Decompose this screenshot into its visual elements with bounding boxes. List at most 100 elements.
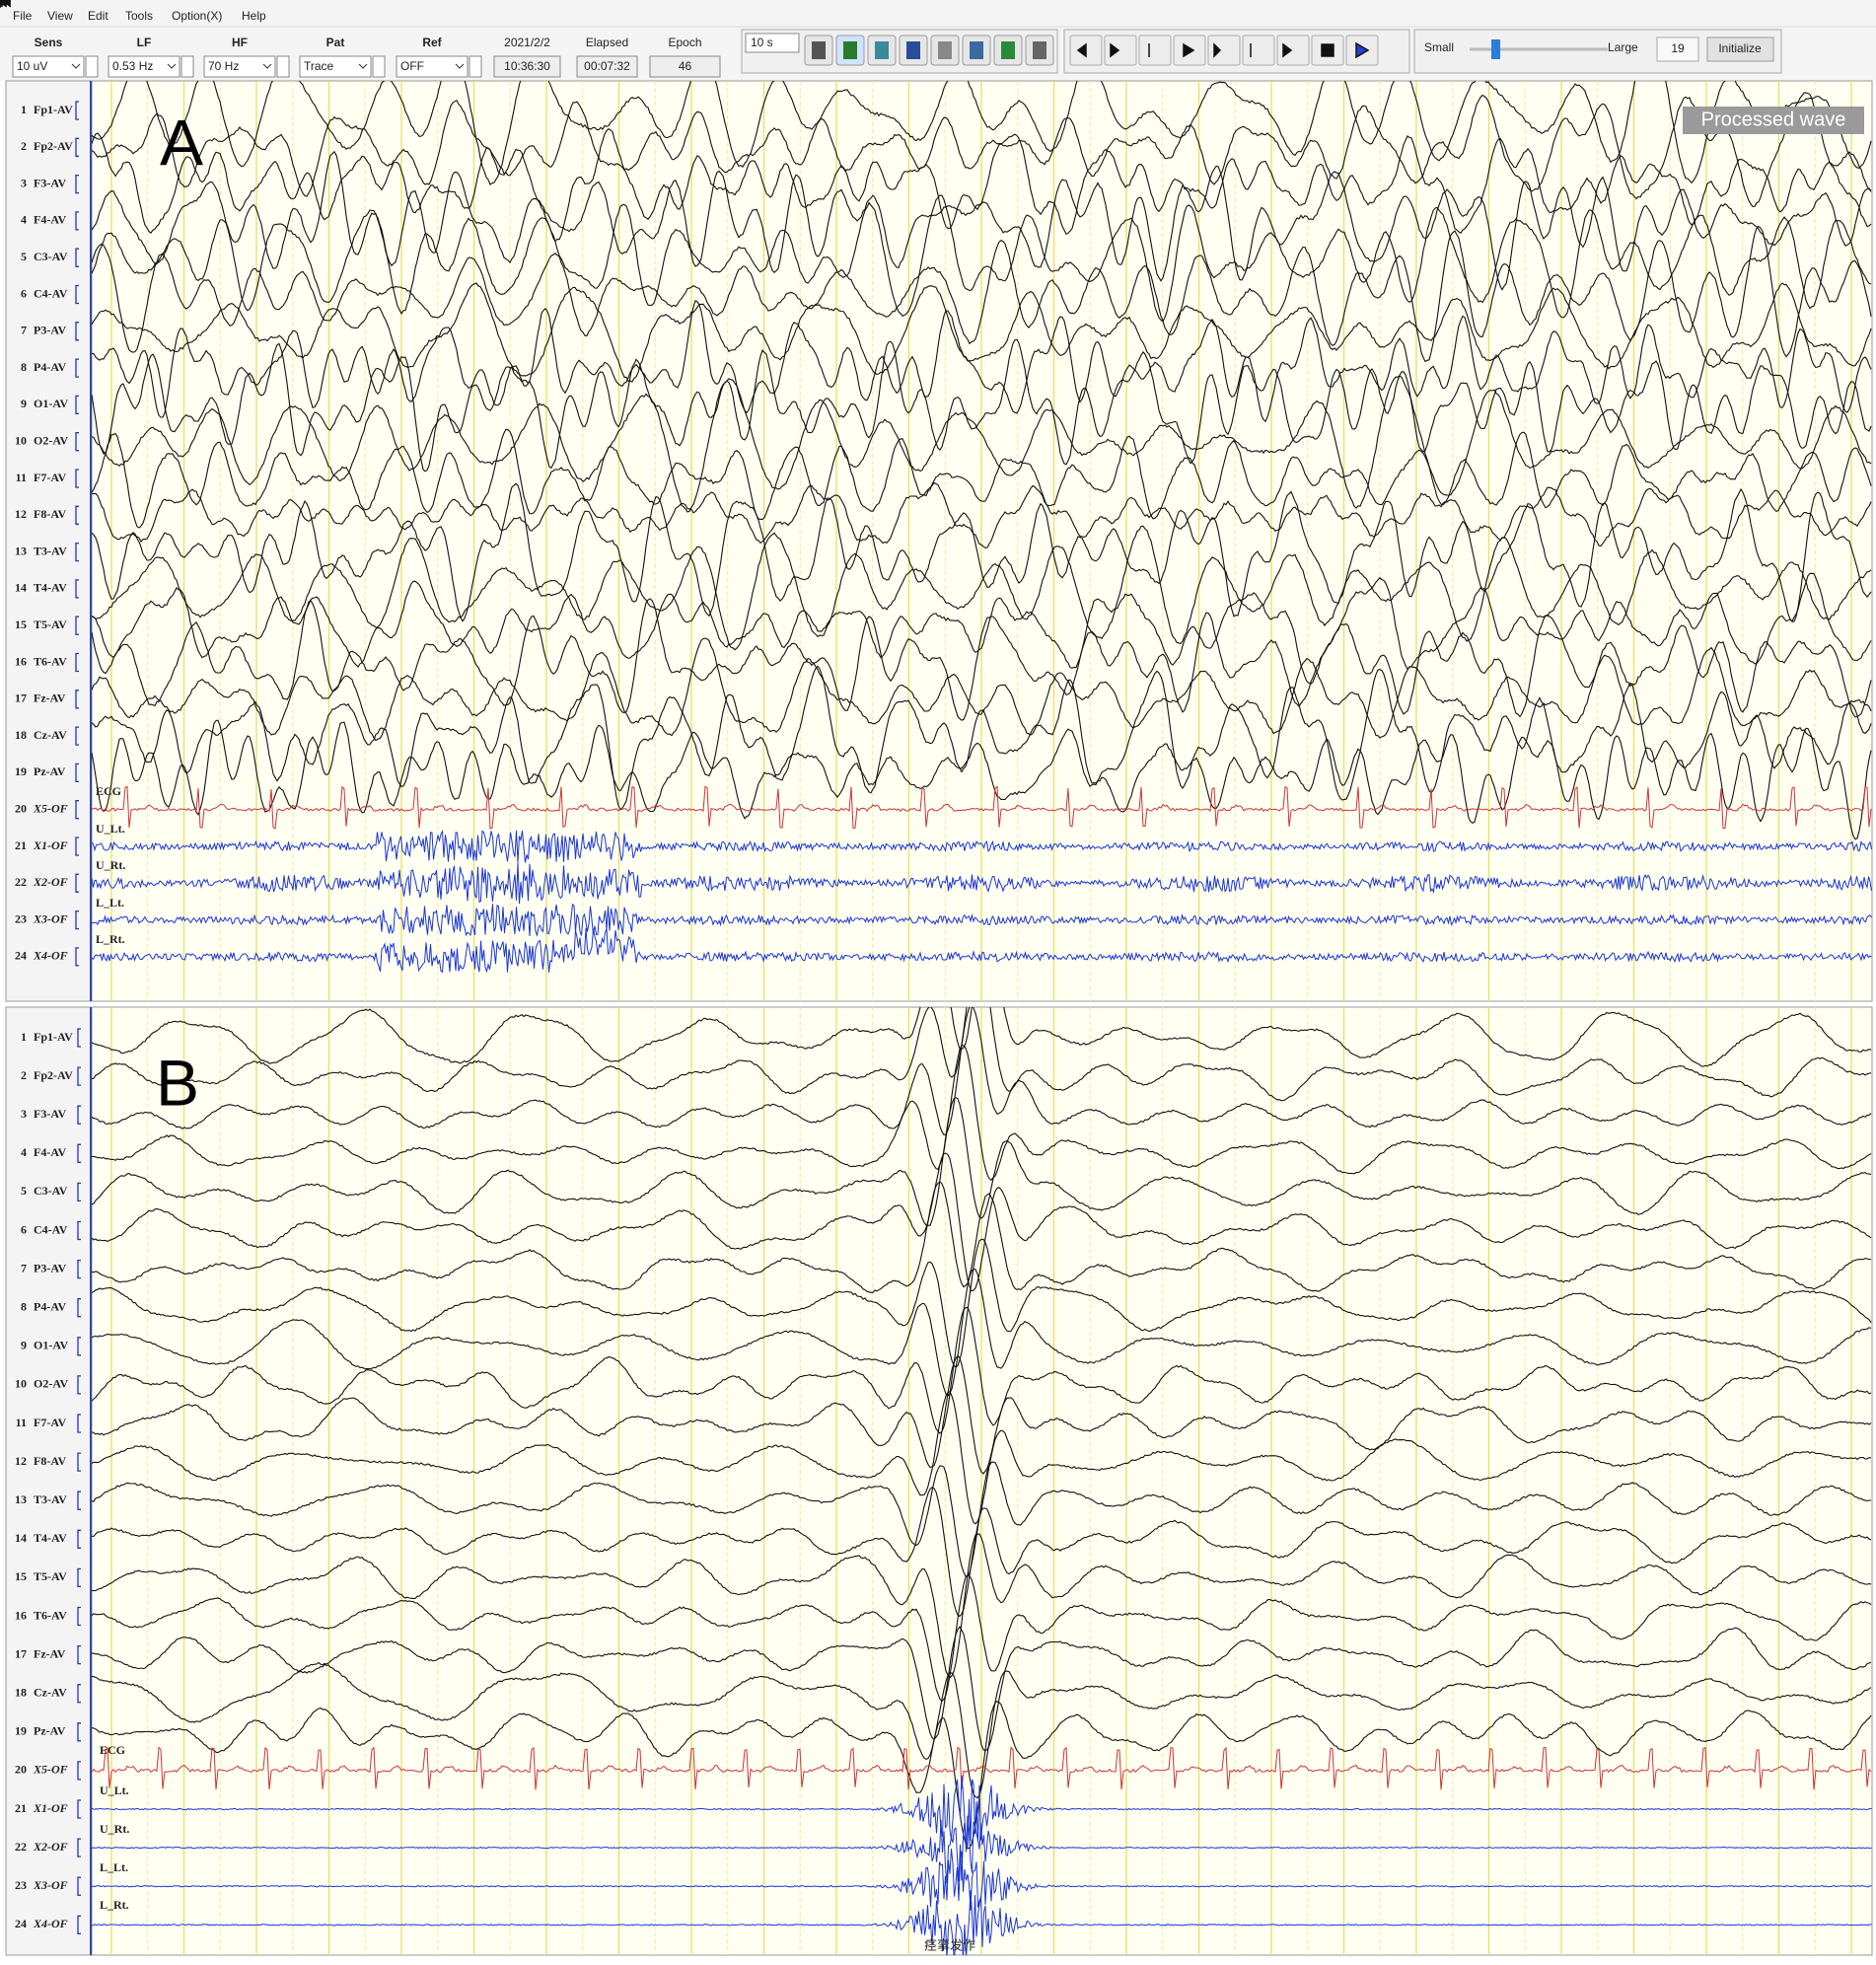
setting-select[interactable] [12,55,85,78]
channel-marker [77,1722,81,1742]
channel-number: 6 [21,286,27,300]
menu-item[interactable]: Tools [125,9,153,23]
channel-marker [77,1414,81,1433]
menu-item[interactable]: View [47,9,73,23]
eeg-trace [92,81,1872,185]
spin-button[interactable] [372,55,386,78]
channel-number: 18 [15,1685,27,1699]
channel-name: X2-OF [33,1840,68,1854]
channel-name: Cz-AV [34,728,67,742]
channel-name: T6-AV [34,1608,67,1622]
transport-button[interactable] [1104,35,1137,66]
channel-number: 9 [21,397,27,410]
scale-min-label: Small [1424,40,1454,54]
spin-button[interactable] [276,55,290,78]
channel-number: 5 [21,1184,27,1198]
channel-number: 3 [21,176,27,189]
eeg-trace [92,1701,1872,1850]
spin-button[interactable] [85,55,99,78]
channel-marker [75,873,79,893]
channel-number: 16 [15,1608,27,1622]
transport-glyph [1321,43,1335,57]
channel-number: 19 [15,1724,27,1738]
channel-number: 15 [15,618,27,631]
setting-select[interactable] [203,55,276,78]
page-length-select[interactable] [745,33,800,53]
dropdown-arrow [71,63,81,69]
eeg-trace [92,862,1872,905]
transport-glyph [0,0,1252,57]
setting-select[interactable] [108,55,180,78]
channel-marker [77,1684,81,1704]
menu-item[interactable]: Option(X) [172,9,222,23]
channel-number: 17 [15,1646,27,1660]
channel-marker [75,322,79,341]
channel-name: Fp2-AV [34,1068,73,1082]
channel-marker [77,1491,81,1510]
channel-name: F8-AV [34,1454,66,1468]
transport-button[interactable] [1276,35,1310,66]
eeg-trace [92,1487,1872,1618]
tool-icon-glyph [938,41,952,59]
channel-marker [75,432,79,452]
overlay-text: Processed wave [1701,109,1846,130]
channel-marker [75,837,79,856]
channel-name: X1-OF [33,838,68,852]
channel-marker [77,1375,81,1395]
spin-button[interactable] [180,55,194,78]
channel-number: 4 [21,213,27,227]
channel-name: T4-AV [34,1531,67,1545]
eeg-trace [92,1045,1872,1182]
tool-icon-glyph [906,41,920,59]
transport-button[interactable] [1138,35,1172,66]
channel-name: X5-OF [33,801,68,815]
spin-button[interactable] [469,55,482,78]
channel-marker [75,137,79,157]
channel-name: F7-AV [34,1416,66,1429]
channel-number: 24 [15,949,27,963]
channel-number: 14 [15,1531,27,1545]
transport-button[interactable] [1207,35,1241,66]
panel-label: A [160,106,203,179]
scale-slider-thumb[interactable] [1491,39,1500,59]
eeg-panel: 1 Fp1-AV2 Fp2-AV3 F3-AV4 F4-AV5 C3-AV6 C4-AV7 P… [5,1006,1873,1956]
setting-value: 10 uV [17,59,47,73]
menu-item[interactable]: Edit [88,9,108,23]
eeg-trace [92,1238,1872,1368]
channel-marker [75,284,79,305]
channel-number: 17 [15,691,27,705]
initialize-button[interactable] [1706,36,1774,62]
eeg-trace [92,1815,1872,1883]
setting-label: LF [137,36,152,49]
eeg-trace [92,525,1872,651]
status-value: 00:07:32 [584,59,630,73]
channel-number: 5 [21,250,27,263]
scale-value-box [1656,36,1699,62]
setting-select[interactable] [299,55,372,78]
trace-label: L_Rt. [100,1898,129,1912]
channel-marker [77,1567,81,1588]
trace-label: U_Lt. [96,822,125,836]
eeg-trace [92,1746,1872,1790]
menu-item[interactable]: File [13,9,33,23]
trace-label: L_Lt. [100,1860,128,1874]
setting-label: Ref [422,36,442,49]
eeg-trace [92,150,1872,291]
eeg-trace [92,785,1872,830]
channel-name: T6-AV [34,654,67,668]
tool-icon-glyph [1033,41,1046,59]
menu-item[interactable]: Help [242,9,266,23]
status-box [576,55,638,78]
channel-marker [77,1838,81,1857]
channel-marker [77,1915,81,1934]
eeg-trace [92,1573,1872,1703]
channel-marker [77,1337,81,1356]
setting-label: HF [232,36,248,49]
channel-number: 20 [15,1763,27,1777]
transport-button[interactable] [1242,35,1275,66]
setting-select[interactable] [396,55,469,78]
setting-value: 70 Hz [208,59,239,73]
eeg-trace [92,572,1872,685]
eeg-trace [92,1181,1872,1293]
